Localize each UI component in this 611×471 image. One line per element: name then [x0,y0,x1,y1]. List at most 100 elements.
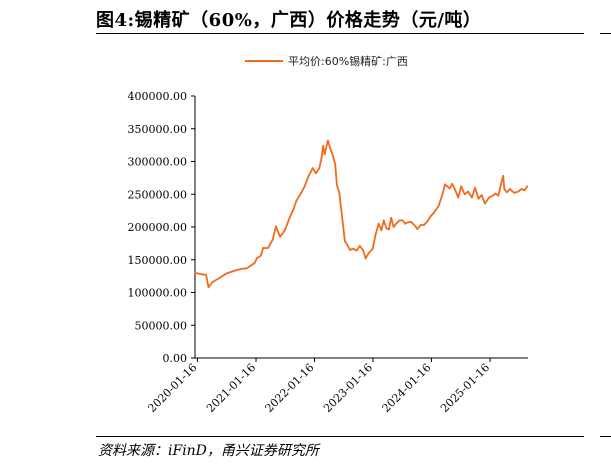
data-point [303,185,306,188]
data-point [371,247,374,250]
data-point [254,261,256,264]
data-point [279,235,281,238]
data-point [380,229,383,232]
top-rule [96,33,584,34]
data-point [218,277,221,279]
data-point [331,154,334,156]
data-point [426,220,428,223]
data-point [398,219,401,222]
data-point [404,222,406,225]
data-point [341,219,344,222]
data-point [320,157,323,160]
data-point [419,224,422,226]
data-point [275,225,277,228]
x-tick-label: 2025-01-16 [438,361,492,415]
data-point [520,188,523,190]
data-point [327,139,329,142]
data-point [448,187,451,190]
data-point [491,194,494,197]
y-tick-label: 200000.00 [128,221,188,234]
data-point [334,163,337,166]
data-point [259,254,262,257]
data-point [211,281,214,283]
x-tick-label: 2024-01-16 [379,361,433,415]
legend-label: 平均价:60%锡精矿:广西 [288,54,408,68]
data-point [480,194,483,196]
data-point [194,272,196,274]
y-tick-label: 0.00 [163,352,188,365]
data-point [362,249,364,251]
data-point [349,249,351,251]
x-tick-label: 2021-01-16 [204,361,258,415]
data-point [446,185,449,188]
series-line [194,139,529,289]
data-point [387,228,390,231]
data-point [207,286,210,289]
data-point [311,167,314,170]
data-point [225,272,228,275]
data-point [288,216,291,219]
data-point [437,205,440,207]
data-point [352,247,355,250]
data-point [441,193,444,196]
x-tick-label: 2023-01-16 [321,361,375,415]
data-point [392,226,395,228]
y-tick-label: 150000.00 [128,254,188,267]
data-point [390,216,393,219]
data-point [509,188,511,190]
data-point [246,267,248,270]
x-tick-label: 2022-01-16 [263,361,317,415]
data-point [484,202,486,205]
data-point [323,153,326,156]
data-point [200,273,203,276]
data-point [416,228,419,230]
legend: 平均价:60%锡精矿:广西 [245,54,408,68]
data-point [338,192,341,194]
data-point [329,147,332,150]
data-point [255,257,258,260]
data-point [346,244,349,247]
data-point [262,247,264,249]
data-point [322,144,324,147]
data-point [423,224,425,226]
data-point [457,196,460,199]
data-point [463,193,466,196]
bottom-rule [96,436,584,437]
data-point [526,185,529,188]
data-point [344,240,346,243]
y-tick-label: 100000.00 [128,287,188,300]
data-point [433,211,435,214]
data-point [406,221,409,224]
data-point [506,191,508,194]
y-tick-label: 250000.00 [128,188,188,201]
data-point [410,220,412,223]
data-point [205,273,208,276]
bottom-edge-mark [600,436,611,437]
data-point [523,189,526,192]
data-point [460,185,463,188]
data-point [451,182,454,185]
chart-title: 图4:锡精矿（60%，广西）价格走势（元/吨） [96,10,482,31]
data-point [500,183,502,186]
data-point [474,186,476,189]
data-point [267,247,269,249]
data-point [318,167,321,170]
data-point [382,219,385,222]
data-point [471,196,473,199]
data-point [240,268,243,270]
data-point [494,192,497,195]
data-point [300,192,303,194]
data-point [250,264,253,266]
data-point [364,257,367,260]
y-tick-label: 300000.00 [128,156,188,169]
data-point [517,190,519,193]
plot-area [194,139,529,289]
data-point [295,199,298,202]
y-tick-label: 350000.00 [128,123,188,136]
data-point [395,222,398,225]
y-tick-label: 50000.00 [135,319,188,332]
data-point [488,196,490,199]
y-tick-label: 400000.00 [128,90,188,103]
data-point [513,192,515,194]
data-point [367,252,370,255]
